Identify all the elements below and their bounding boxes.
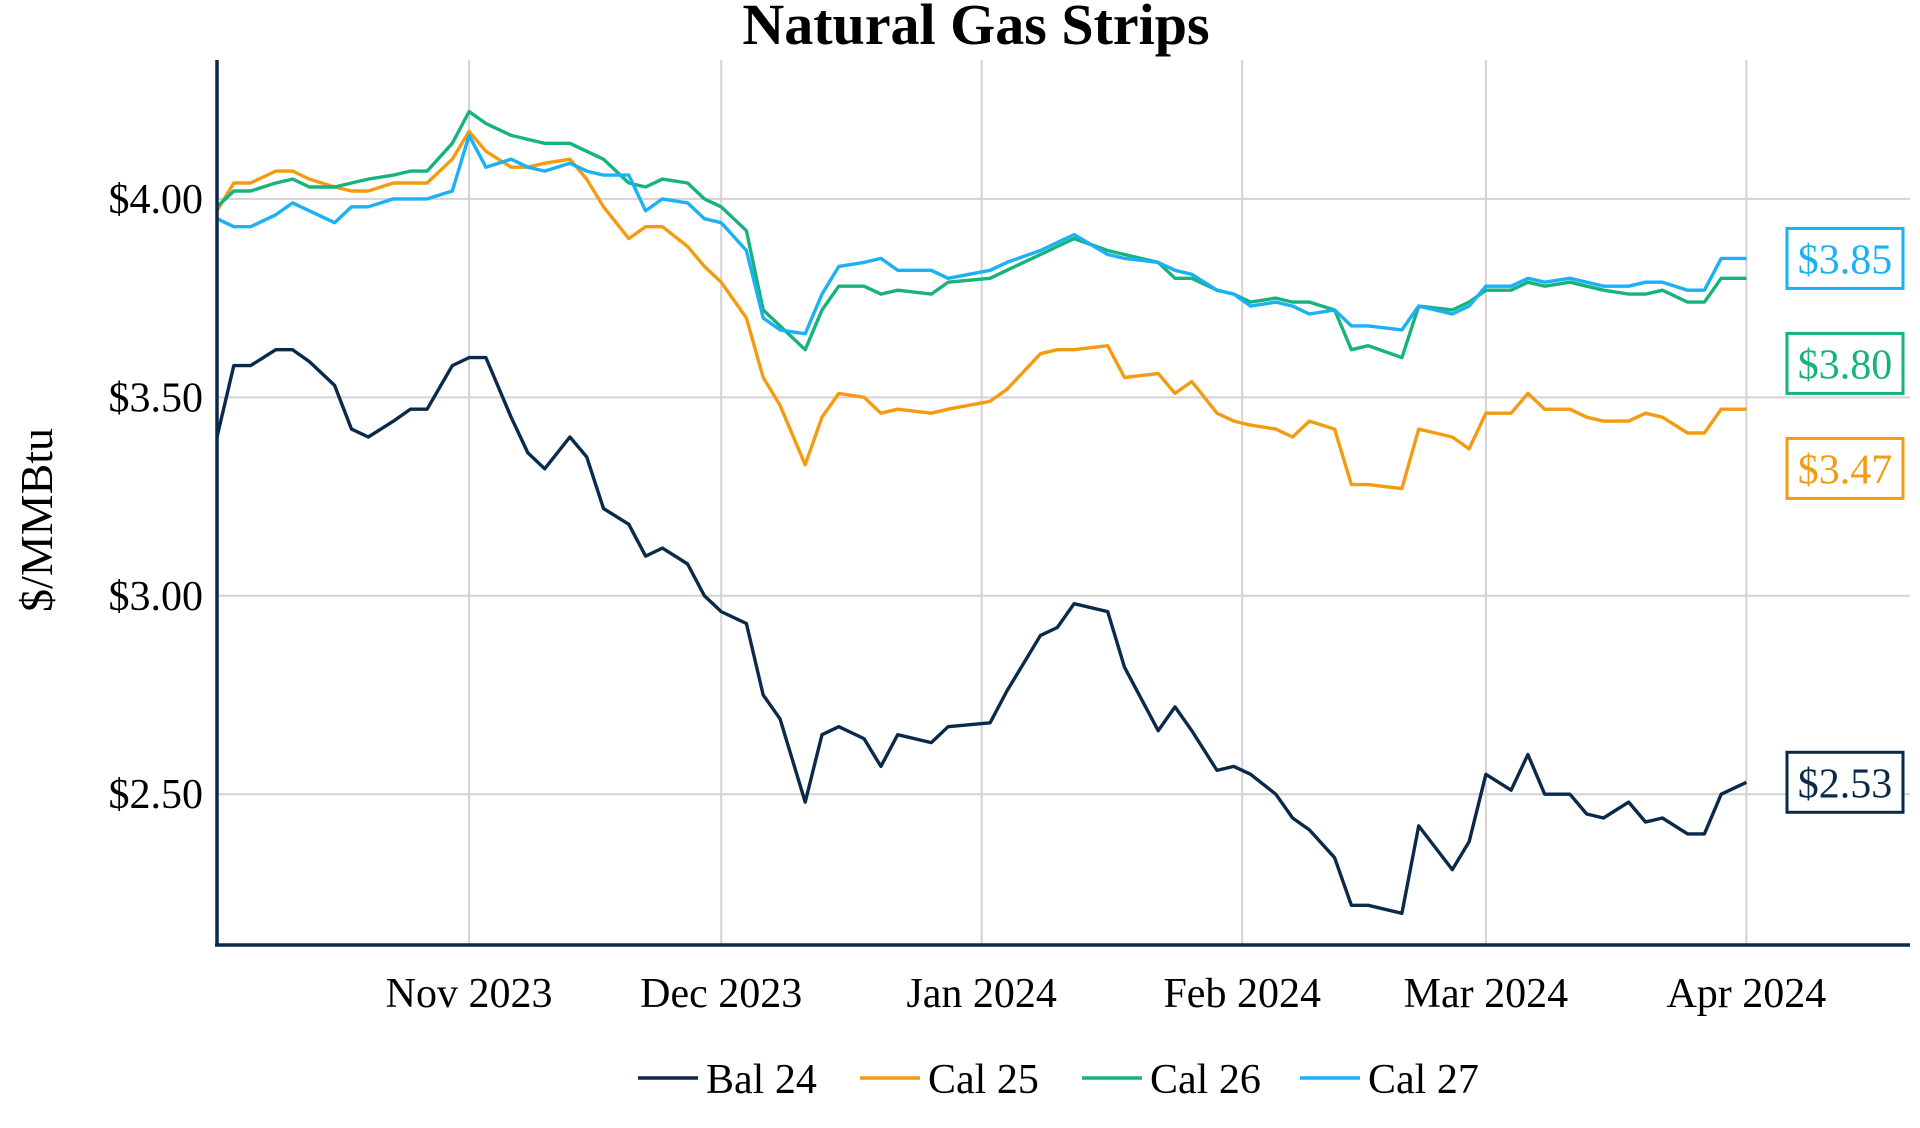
legend-item-bal-24: Bal 24 — [638, 1057, 817, 1103]
end-label-text: $3.47 — [1798, 447, 1893, 493]
x-tick-labels: Nov 2023 Dec 2023 Jan 2024 Feb 2024 Mar 2024… — [386, 971, 1827, 1017]
end-label-cal-25: $3.47 — [1785, 436, 1905, 500]
legend: Bal 24 Cal 25 Cal 26 Cal 27 — [638, 1057, 1479, 1103]
y-tick-labels: $2.50 $3.00 $3.50 $4.00 — [109, 177, 204, 818]
end-label-bal-24: $2.53 — [1785, 750, 1905, 814]
end-label-box — [1785, 750, 1905, 814]
y-tick-label: $2.50 — [109, 772, 204, 818]
end-label-box — [1785, 226, 1905, 290]
end-label-cal-26: $3.80 — [1785, 331, 1905, 395]
y-tick-label: $4.00 — [109, 177, 204, 223]
legend-label: Cal 27 — [1368, 1057, 1479, 1103]
series-line-bal-24 — [215, 348, 1748, 915]
series-lines — [215, 109, 1748, 915]
end-label-text: $3.80 — [1798, 342, 1893, 388]
x-tick-label: Feb 2024 — [1163, 971, 1321, 1017]
y-tick-label: $3.00 — [109, 574, 204, 620]
legend-item-cal-27: Cal 27 — [1300, 1057, 1479, 1103]
legend-item-cal-25: Cal 25 — [860, 1057, 1039, 1103]
legend-label: Cal 26 — [1150, 1057, 1261, 1103]
x-tick-label: Mar 2024 — [1404, 971, 1568, 1017]
end-value-labels: $3.85 $3.80 $3.47 $2.53 — [1785, 226, 1905, 814]
legend-label: Bal 24 — [706, 1057, 817, 1103]
gridlines — [217, 60, 1910, 945]
end-label-box — [1785, 436, 1905, 500]
x-tick-label: Jan 2024 — [906, 971, 1057, 1017]
x-tick-label: Nov 2023 — [386, 971, 553, 1017]
legend-item-cal-26: Cal 26 — [1082, 1057, 1261, 1103]
end-label-cal-27: $3.85 — [1785, 226, 1905, 290]
legend-label: Cal 25 — [928, 1057, 1039, 1103]
chart-title: Natural Gas Strips — [742, 0, 1209, 57]
series-line-cal-25 — [215, 129, 1747, 491]
series-line-cal-27 — [216, 133, 1747, 336]
y-axis-label: $/MMBtu — [11, 428, 62, 612]
series-line-cal-26 — [215, 109, 1747, 360]
end-label-box — [1785, 331, 1905, 395]
x-tick-label: Dec 2023 — [640, 971, 802, 1017]
y-tick-label: $3.50 — [109, 375, 204, 421]
end-label-text: $3.85 — [1798, 237, 1893, 283]
end-label-text: $2.53 — [1798, 761, 1893, 807]
x-tick-label: Apr 2024 — [1666, 971, 1826, 1017]
